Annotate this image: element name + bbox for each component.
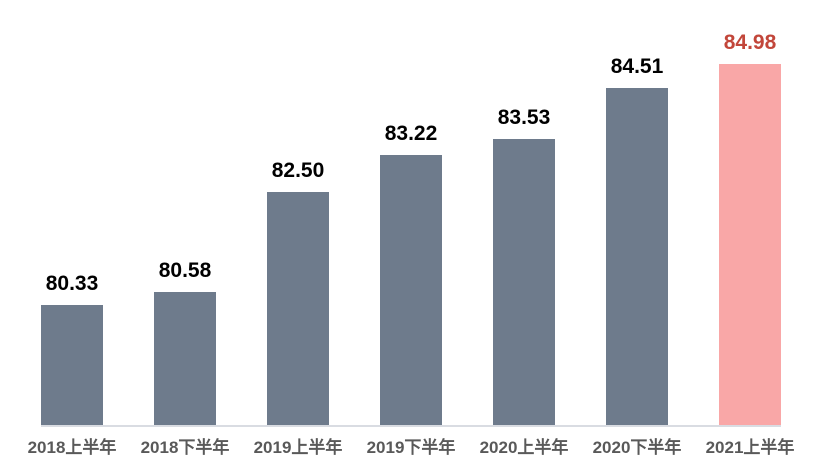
x-axis-label: 2019上半年 [253, 438, 343, 457]
bar-value-label: 84.98 [723, 31, 777, 54]
x-axis: 2018上半年 2018下半年 2019上半年 2019下半年 2020上半年 … [27, 433, 795, 458]
bar [380, 155, 442, 425]
x-axis-label: 2018下半年 [140, 438, 230, 457]
bar [267, 192, 329, 425]
bar-value-label: 80.58 [158, 259, 212, 282]
bar-column: 84.98 [719, 31, 781, 425]
bar [606, 88, 668, 425]
bar-column: 84.51 [606, 55, 668, 425]
bar-column: 82.50 [267, 159, 329, 425]
bar [154, 292, 216, 425]
bar [41, 305, 103, 425]
plot-area: 80.33 80.58 82.50 83.22 83.53 84.51 84.9… [41, 0, 781, 427]
x-axis-label: 2019下半年 [366, 438, 456, 457]
bar-value-label: 83.53 [497, 106, 551, 129]
bar-column: 83.53 [493, 106, 555, 425]
x-axis-label: 2020上半年 [479, 438, 569, 457]
bar-value-label: 82.50 [271, 159, 325, 182]
bar [493, 139, 555, 425]
bar-column: 83.22 [380, 122, 442, 425]
bar-column: 80.33 [41, 272, 103, 425]
x-axis-label: 2020下半年 [592, 438, 682, 457]
bar-value-label: 80.33 [45, 272, 99, 295]
x-axis-label: 2018上半年 [27, 438, 117, 457]
bar-value-label: 84.51 [610, 55, 664, 78]
bar-value-label: 83.22 [384, 122, 438, 145]
bar-column: 80.58 [154, 259, 216, 425]
bar [719, 64, 781, 425]
x-axis-label: 2021上半年 [705, 438, 795, 457]
